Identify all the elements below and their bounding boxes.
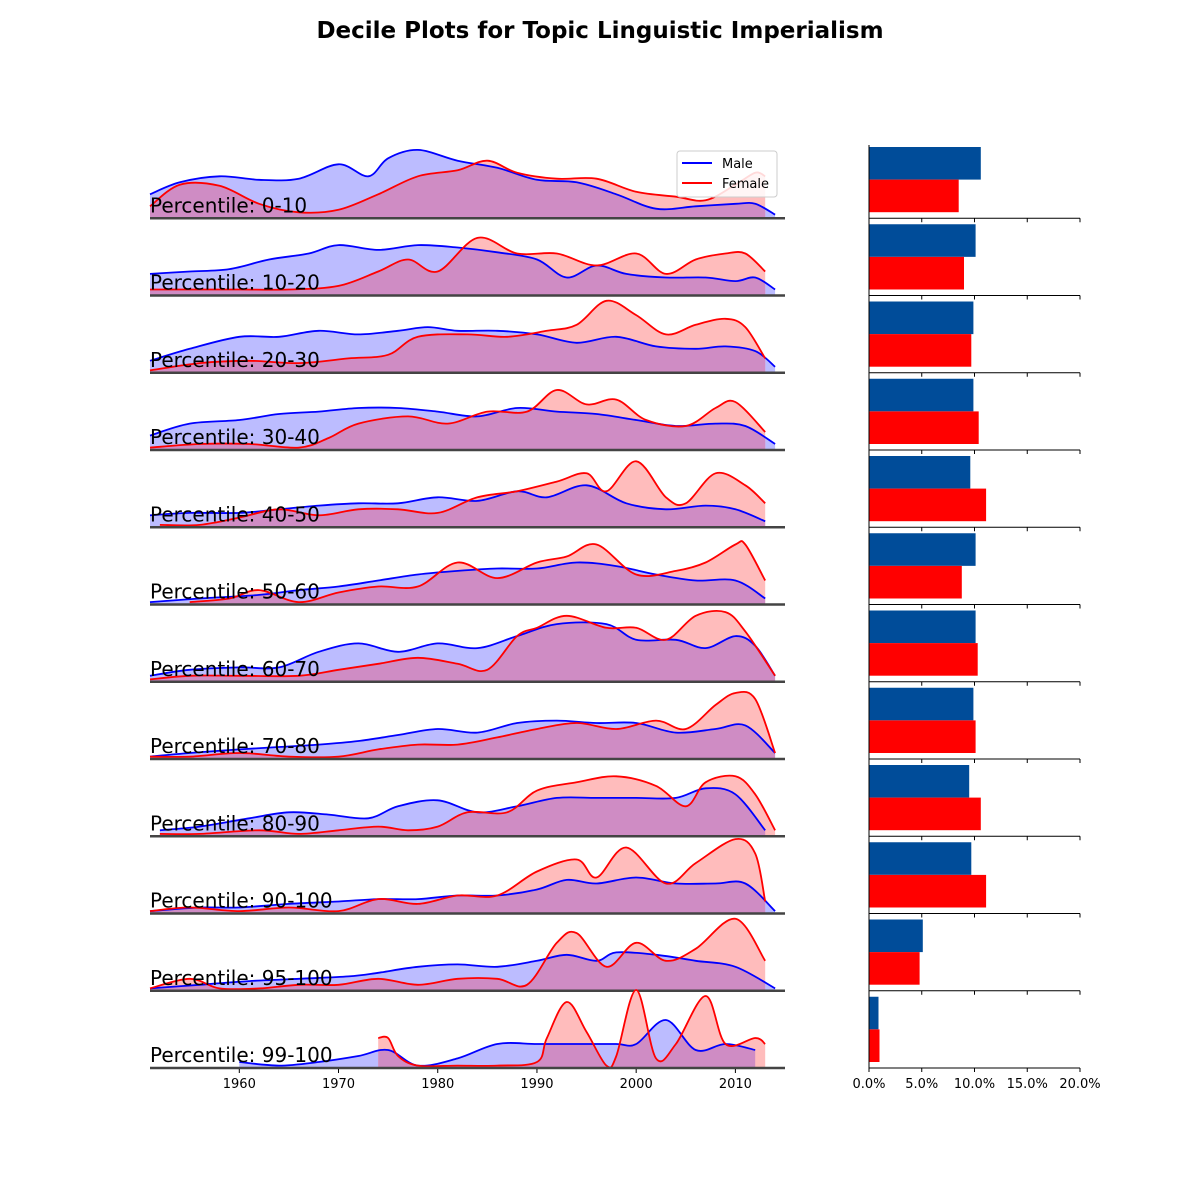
female-line: [150, 236, 766, 291]
male-line: [149, 326, 776, 368]
female-line: [149, 609, 776, 681]
ridge-panel: Percentile: 90-100: [149, 837, 1081, 918]
panel-label: Percentile: 30-40: [150, 425, 320, 449]
panel-label: Percentile: 40-50: [150, 502, 320, 526]
percent-tick-label: 15.0%: [1007, 1077, 1048, 1092]
panel-label: Percentile: 0-10: [150, 193, 307, 217]
female-line: [149, 917, 766, 991]
male-bar: [869, 378, 974, 412]
male-line: [149, 244, 776, 291]
female-line: [189, 540, 766, 604]
female-bar: [869, 179, 959, 213]
ridge-panel: Percentile: 10-20: [149, 224, 1081, 300]
legend-male-label: Male: [722, 157, 753, 172]
year-tick-label: 1990: [520, 1077, 553, 1092]
ridge-panel: Percentile: 95-100: [149, 917, 1081, 995]
male-bar: [869, 147, 981, 180]
year-tick-label: 1980: [421, 1077, 454, 1092]
percent-tick-label: 20.0%: [1059, 1077, 1100, 1092]
panel-label: Percentile: 20-30: [150, 348, 320, 372]
male-bar: [869, 224, 976, 257]
year-tick-label: 1970: [322, 1077, 355, 1092]
male-bar: [869, 919, 923, 953]
ridge-panel: Percentile: 60-70: [149, 609, 1081, 686]
female-bar: [869, 565, 962, 599]
female-line: [149, 690, 776, 759]
male-line: [149, 621, 776, 677]
ridge-panel: Percentile: 30-40: [149, 378, 1081, 454]
female-bar: [869, 874, 987, 908]
chart-title: Decile Plots for Topic Linguistic Imperi…: [316, 18, 884, 44]
male-bar: [869, 687, 974, 721]
male-bar: [869, 456, 971, 489]
year-tick-label: 2000: [620, 1077, 653, 1092]
female-line: [149, 159, 766, 214]
percent-tick-label: 5.0%: [905, 1077, 938, 1092]
ridge-panel: Percentile: 50-60: [149, 533, 1081, 609]
female-bar: [869, 334, 972, 367]
female-bar: [869, 256, 964, 290]
overlap-area: [378, 1019, 756, 1068]
female-bar: [869, 797, 981, 831]
ridge-panel: Percentile: 99-100: [150, 989, 1081, 1072]
year-tick-label: 1960: [223, 1077, 256, 1092]
female-line: [149, 837, 767, 913]
female-bar: [869, 952, 920, 985]
ridge-panel: Percentile: 40-50: [149, 456, 1081, 532]
legend: Male Female: [676, 150, 778, 198]
female-bar: [869, 411, 979, 444]
female-line: [149, 389, 766, 449]
male-bar: [869, 765, 970, 798]
male-line: [239, 1019, 756, 1067]
female-bar: [869, 720, 976, 753]
ridge-panel: Percentile: 70-80: [149, 687, 1081, 763]
female-line: [149, 299, 766, 372]
panel-label: Percentile: 60-70: [150, 657, 320, 681]
male-bar: [869, 533, 976, 566]
female-bar: [869, 488, 987, 522]
panel-label: Percentile: 50-60: [150, 580, 320, 604]
female-bar: [869, 643, 978, 676]
year-tick-label: 2010: [719, 1077, 752, 1092]
female-bar: [869, 1029, 880, 1062]
panel-label: Percentile: 80-90: [150, 811, 320, 835]
ridge-panel: Percentile: 80-90: [150, 765, 1081, 841]
male-line: [149, 719, 776, 758]
panel-label: Percentile: 90-100: [150, 889, 333, 913]
panel-label: Percentile: 99-100: [150, 1043, 333, 1067]
panel-label: Percentile: 95-100: [150, 966, 333, 990]
panel-label: Percentile: 10-20: [150, 271, 320, 295]
female-line: [159, 774, 776, 836]
male-bar: [869, 842, 972, 875]
male-bar: [869, 996, 879, 1030]
percent-tick-label: 0.0%: [852, 1077, 885, 1092]
legend-female-label: Female: [722, 177, 769, 192]
ridge-panel: Percentile: 0-10: [149, 147, 1081, 223]
male-line: [149, 148, 776, 216]
panel-label: Percentile: 70-80: [150, 734, 320, 758]
male-bar: [869, 301, 974, 335]
female-area: [378, 989, 766, 1068]
male-line: [149, 951, 776, 990]
ridge-panel: Percentile: 20-30: [149, 299, 1081, 377]
female-line: [378, 989, 766, 1069]
percent-tick-label: 10.0%: [954, 1077, 995, 1092]
female-line: [159, 460, 766, 527]
male-bar: [869, 610, 976, 644]
